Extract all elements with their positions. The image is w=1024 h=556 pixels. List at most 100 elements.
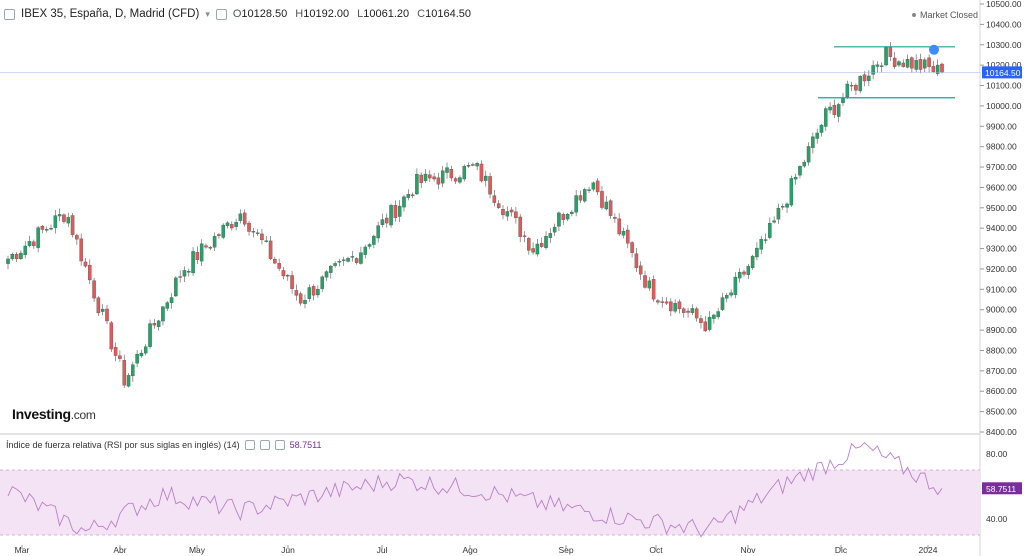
- candle-body: [475, 163, 479, 167]
- candle: [501, 205, 505, 220]
- candle: [923, 57, 927, 73]
- candle: [290, 270, 294, 294]
- candle-body: [152, 323, 157, 326]
- candle-body: [802, 161, 807, 167]
- candle-body: [367, 244, 372, 247]
- candle: [518, 213, 522, 243]
- candle: [871, 60, 875, 80]
- price-tick-label: 9200.00: [986, 264, 1017, 274]
- candle-body: [255, 232, 260, 234]
- candle: [514, 206, 518, 224]
- candle: [802, 159, 807, 168]
- candle: [707, 311, 712, 332]
- candle: [88, 259, 92, 285]
- candle-body: [634, 253, 639, 268]
- candle: [806, 142, 811, 166]
- time-tick-label: May: [189, 545, 206, 555]
- chevron-down-icon[interactable]: ▾: [205, 8, 210, 19]
- price-tick-label: 9500.00: [986, 203, 1017, 213]
- candle-body: [630, 242, 634, 253]
- candle-body: [62, 214, 66, 222]
- candle: [273, 256, 277, 265]
- candle-body: [535, 243, 540, 255]
- candle: [27, 235, 32, 248]
- candle-body: [290, 275, 294, 289]
- price-axis[interactable]: 10500.00 10400.00 10300.00 10200.00 10100.00…: [980, 0, 1022, 524]
- candle: [561, 212, 565, 225]
- candle: [298, 291, 303, 306]
- rsi-value: 58.7511: [289, 440, 322, 450]
- candle-body: [664, 301, 669, 304]
- candle-body: [488, 176, 492, 195]
- candle: [109, 320, 114, 352]
- candle-body: [19, 252, 23, 260]
- candle: [419, 172, 423, 189]
- candle: [440, 166, 445, 188]
- candle: [673, 299, 677, 314]
- candle-body: [40, 226, 45, 230]
- candle: [677, 299, 682, 314]
- candle-body: [651, 279, 656, 300]
- candle: [187, 268, 191, 277]
- price-tick-label: 8500.00: [986, 407, 1017, 417]
- candle: [303, 294, 307, 309]
- candle-body: [83, 261, 88, 267]
- candle: [341, 256, 346, 266]
- candle: [169, 293, 174, 309]
- symbol-title[interactable]: IBEX 35, España, D, Madrid (CFD): [21, 8, 200, 20]
- price-tick-label: 10200.00: [986, 60, 1022, 70]
- candle-body: [824, 108, 828, 127]
- candle-body: [595, 180, 600, 193]
- candle-body: [479, 163, 484, 182]
- candle: [699, 315, 703, 329]
- close-icon[interactable]: [274, 440, 285, 450]
- candle-body: [617, 218, 621, 235]
- candle-body: [410, 194, 415, 196]
- candle: [656, 298, 660, 305]
- candle: [122, 354, 126, 388]
- candle-body: [707, 316, 712, 330]
- visibility-icon[interactable]: [244, 440, 255, 450]
- time-tick-label: Abr: [113, 545, 126, 555]
- candle-body: [260, 233, 264, 241]
- candle-body: [286, 274, 290, 277]
- candle-body: [182, 270, 187, 277]
- candle: [595, 178, 600, 196]
- candle: [940, 62, 944, 74]
- candle: [195, 246, 200, 264]
- candle: [428, 170, 432, 182]
- candle-body: [845, 83, 850, 98]
- last-price-tag: 10164.50: [982, 66, 1022, 79]
- candle-body: [268, 240, 273, 259]
- candle-body: [647, 280, 652, 289]
- candle-body: [638, 265, 643, 275]
- candle-body: [316, 289, 320, 296]
- price-tick-label: 9600.00: [986, 182, 1017, 192]
- candle-body: [341, 259, 346, 261]
- candle: [492, 189, 497, 207]
- candle: [849, 81, 854, 92]
- candle-body: [380, 219, 385, 225]
- price-tick-label: 8400.00: [986, 427, 1017, 437]
- candle: [70, 213, 75, 238]
- price-tick-label: 9900.00: [986, 121, 1017, 131]
- candle-body: [385, 217, 389, 224]
- time-axis[interactable]: Mar Abr May Jun Jul Ago Sep Oct Nov Dic 2024: [15, 545, 938, 555]
- candle: [780, 203, 785, 211]
- price-tick-label: 8900.00: [986, 325, 1017, 335]
- candle: [316, 285, 320, 298]
- candle: [755, 242, 759, 261]
- candle: [798, 165, 802, 179]
- candle-body: [712, 314, 716, 319]
- pin-marker-circle: [929, 44, 939, 55]
- candle: [565, 213, 570, 222]
- collapse-icon[interactable]: [4, 8, 15, 20]
- settings-icon[interactable]: [215, 8, 227, 20]
- close-label: C: [417, 8, 426, 20]
- candle-body: [742, 271, 746, 275]
- settings-icon[interactable]: [259, 440, 270, 450]
- candle-body: [737, 271, 742, 279]
- candle-body: [36, 227, 40, 248]
- time-tick-label: Jun: [281, 545, 295, 555]
